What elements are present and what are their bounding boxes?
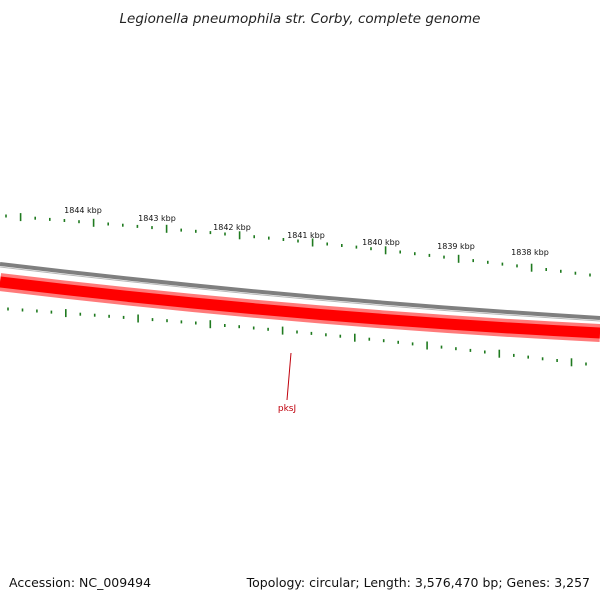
- gene-leader-line: [286, 352, 292, 401]
- gene-label[interactable]: pksJ: [278, 404, 296, 414]
- genome-summary-text: Topology: circular; Length: 3,576,470 bp…: [246, 575, 590, 590]
- feature-band: [0, 276, 600, 339]
- outer-scale-ticks: [5, 213, 591, 277]
- scale-label: 1838 kbp: [511, 248, 549, 257]
- scale-label: 1842 kbp: [213, 223, 251, 232]
- inner-scale-ticks: [7, 307, 587, 367]
- scale-label: 1843 kbp: [138, 214, 176, 223]
- scale-label: 1844 kbp: [64, 206, 102, 215]
- scale-label: 1840 kbp: [362, 238, 400, 247]
- gene-callout-pksJ[interactable]: pksJ: [278, 352, 296, 414]
- genome-backbone-highlight: [0, 266, 600, 322]
- accession-text: Accession: NC_009494: [9, 575, 151, 590]
- scale-label: 1841 kbp: [287, 231, 325, 240]
- map-title: Legionella pneumophila str. Corby, compl…: [120, 11, 481, 27]
- genome-backbone: [0, 262, 600, 320]
- scale-labels: 1844 kbp 1843 kbp 1842 kbp 1841 kbp 1840…: [64, 206, 549, 257]
- scale-label: 1839 kbp: [437, 242, 475, 251]
